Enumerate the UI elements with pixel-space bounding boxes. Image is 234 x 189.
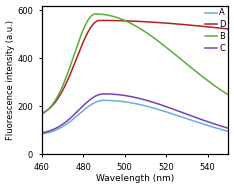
A [130,102,133,104]
D [142,20,144,23]
D [223,27,226,30]
B [227,94,230,96]
B [223,91,226,94]
D [129,20,132,22]
A [152,107,155,109]
A [223,129,226,131]
Line: A: A [42,100,228,134]
B [152,36,155,39]
A [129,102,132,104]
D [99,19,101,22]
C [129,95,132,98]
C [223,126,226,128]
A [142,104,144,106]
X-axis label: Wavelength (nm): Wavelength (nm) [96,174,174,184]
C [194,116,197,118]
C [142,98,144,101]
B [194,70,197,72]
C [152,101,155,103]
D [130,20,133,22]
A [194,120,197,122]
C [130,96,133,98]
C [103,93,106,95]
C [227,127,230,129]
D [152,21,155,23]
B [129,22,132,24]
B [40,113,43,115]
Line: C: C [42,94,228,133]
D [40,112,43,115]
B [142,29,144,32]
B [130,23,133,25]
D [227,28,230,30]
Line: B: B [42,14,228,114]
A [40,133,43,135]
Legend: A, D, B, C: A, D, B, C [203,7,227,55]
Line: D: D [42,20,228,114]
A [227,130,230,132]
C [40,132,43,134]
A [103,99,106,101]
Y-axis label: Fluorescence intensity (a.u.): Fluorescence intensity (a.u.) [6,20,15,140]
D [194,24,197,27]
B [94,13,97,15]
